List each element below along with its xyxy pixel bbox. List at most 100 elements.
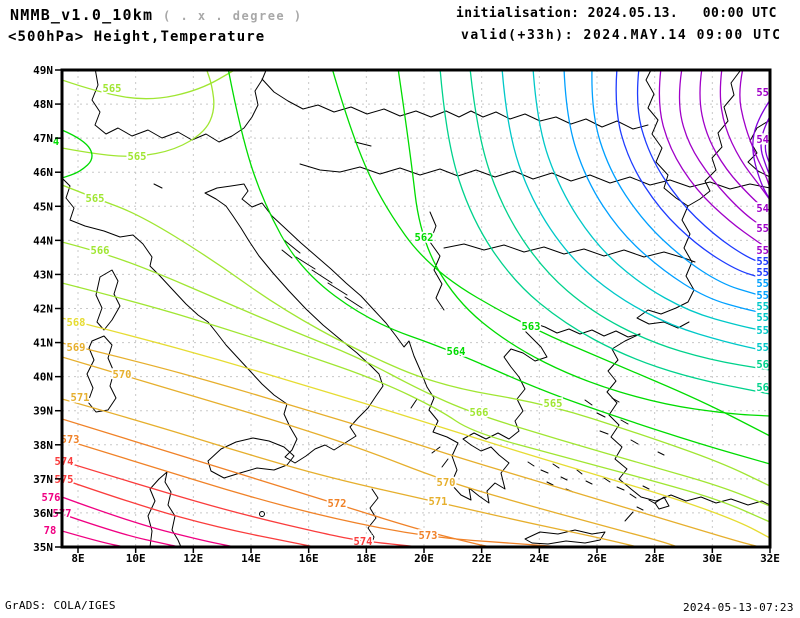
coast-tunisia: [147, 471, 182, 547]
contour-563: [331, 70, 770, 437]
border-danube: [443, 243, 696, 263]
contour-label-55: 55: [756, 278, 769, 290]
contour-558: [532, 70, 770, 333]
coast-black-sea-west: [636, 70, 695, 329]
contour-label-566: 566: [470, 407, 489, 419]
contour-576: [62, 496, 236, 547]
contour-label-54: 54: [756, 203, 769, 215]
contour-label-55: 55: [756, 87, 769, 99]
contour-566: [62, 241, 770, 507]
island-malta: [259, 511, 265, 517]
contour-574: [62, 460, 421, 547]
contour-label-570: 570: [437, 477, 456, 489]
contour-547: [760, 115, 770, 177]
lon-label: 26E: [587, 552, 607, 565]
grid-resolution-note: ( . x . degree ): [163, 9, 303, 23]
contour-label-573: 573: [61, 434, 80, 446]
coast-black-sea-north: [687, 70, 741, 207]
contour-label-565: 565: [128, 151, 147, 163]
lon-label: 32E: [760, 552, 780, 565]
island-crete: [524, 529, 606, 545]
contour-label-571: 571: [429, 496, 448, 508]
contour-label-56: 56: [756, 382, 769, 394]
island-rhodes: [654, 496, 670, 510]
contour-label-55: 55: [756, 245, 769, 257]
contour-569: [62, 342, 761, 547]
grads-credit: GrADS: COLA/IGES: [5, 599, 116, 612]
contour-565: [62, 70, 215, 157]
contour-label-565: 565: [544, 398, 563, 410]
lon-label: 30E: [702, 552, 722, 565]
contour-label-565: 565: [103, 83, 122, 95]
lat-label: 39N: [33, 405, 53, 418]
contour-556: [591, 70, 770, 299]
contour-571: [62, 398, 639, 547]
valid-time: valid(+33h): 2024.MAY.14 09:00 UTC: [461, 28, 782, 43]
contour-label-571: 571: [71, 392, 90, 404]
contour-546: [764, 129, 770, 165]
axis-labels: 8E 10E 12E 14E 16E 18E 20E 22E 24E 26E 28E 30E 32E 49…: [33, 64, 780, 565]
lat-label: 40N: [33, 371, 53, 384]
border-serbia: [429, 211, 445, 311]
contour-577: [62, 513, 181, 547]
contour-550: [719, 70, 770, 201]
contour-567: [62, 282, 770, 523]
lat-label: 46N: [33, 166, 53, 179]
lat-lon-gridlines: [62, 70, 770, 547]
lat-label: 43N: [33, 268, 53, 281]
contour-572: [62, 418, 493, 547]
contour-label-573: 573: [419, 530, 438, 542]
coastlines: [62, 70, 770, 547]
contour-548: [752, 99, 770, 201]
contour-label-55: 55: [756, 290, 769, 302]
island-karpathos: [624, 511, 634, 522]
contour-573: [62, 438, 566, 547]
lon-label: 20E: [414, 552, 434, 565]
lat-label: 41N: [33, 337, 53, 350]
lon-label: 8E: [71, 552, 84, 565]
lon-label: 12E: [183, 552, 203, 565]
lat-label: 35N: [33, 541, 53, 554]
contour-549: [739, 70, 770, 189]
contour-label-56: 56: [756, 359, 769, 371]
contour-label-55: 55: [756, 256, 769, 268]
lat-label: 47N: [33, 132, 53, 145]
contour-552: [678, 70, 770, 235]
product-title: <500hPa> Height,Temperature: [8, 29, 266, 45]
contour-label-575: 575: [55, 474, 74, 486]
island-sardinia: [86, 335, 117, 413]
contour-564: [227, 70, 770, 465]
contour-578: [62, 530, 126, 547]
lat-label: 44N: [33, 234, 53, 247]
lat-label: 38N: [33, 439, 53, 452]
contour-label-54: 54: [756, 134, 769, 146]
lat-label: 42N: [33, 303, 53, 316]
lon-label: 22E: [472, 552, 492, 565]
coast-anatolia-west: [606, 333, 770, 506]
lat-label: 45N: [33, 200, 53, 213]
contour-label-572: 572: [328, 498, 347, 510]
lon-label: 24E: [529, 552, 549, 565]
creation-timestamp: 2024-05-13-07:23: [683, 601, 794, 614]
contour-568: [62, 317, 770, 539]
coast-alps-borders: [91, 70, 267, 143]
contour-559: [501, 70, 770, 353]
contour-label-566: 566: [91, 245, 110, 257]
model-title: NMMB_v1.0_10km: [10, 6, 154, 24]
lon-label: 14E: [241, 552, 261, 565]
contour-label-55: 55: [756, 267, 769, 279]
lat-label: 48N: [33, 98, 53, 111]
contour-label-55: 55: [756, 342, 769, 354]
contour-label-570: 570: [113, 369, 132, 381]
contour-label-569: 569: [67, 342, 86, 354]
contour-label-568: 568: [67, 317, 86, 329]
contour-label-565: 565: [86, 193, 105, 205]
coast-squiggle-18e: [367, 488, 379, 547]
lon-label: 16E: [299, 552, 319, 565]
contour-565: [62, 70, 236, 100]
contour-label-4: 4: [53, 136, 59, 148]
contour-label-55: 55: [756, 312, 769, 324]
lon-label: 18E: [356, 552, 376, 565]
